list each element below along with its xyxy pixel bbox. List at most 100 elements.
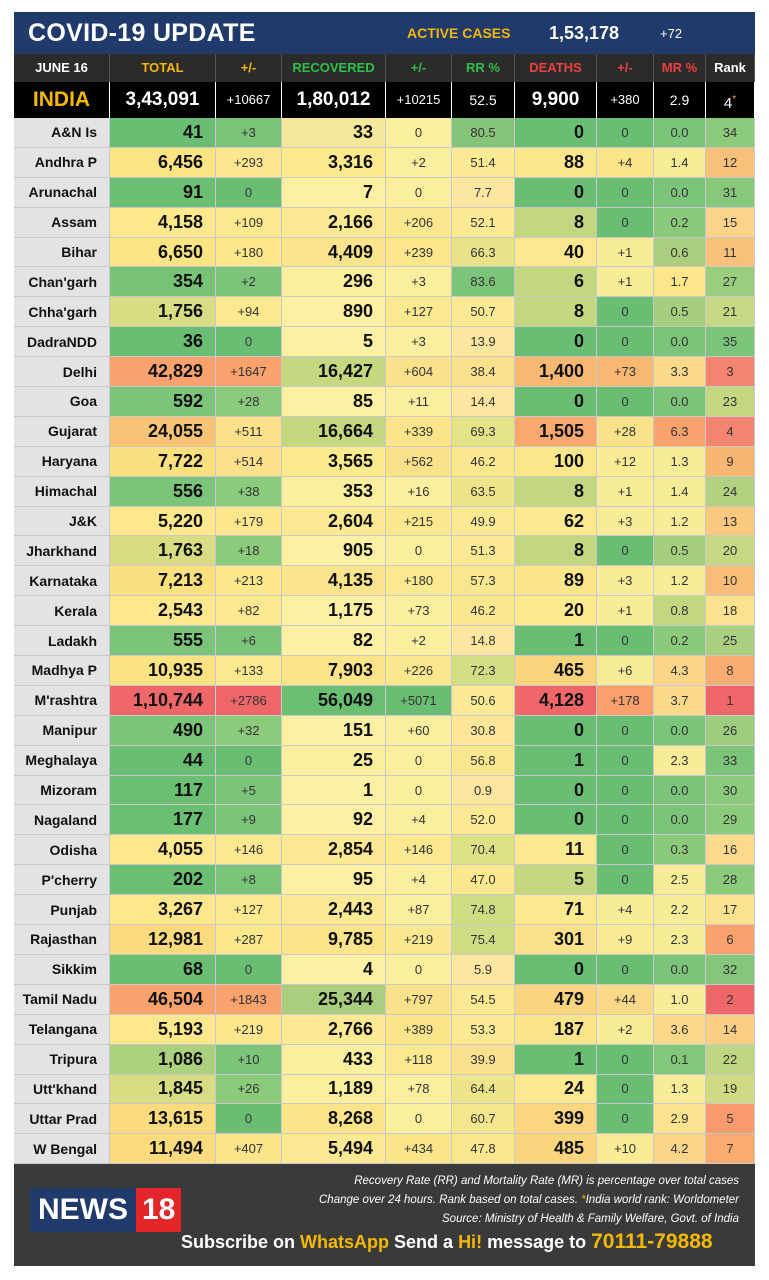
cell-total-change: +146 [216, 835, 282, 865]
cell-rank: 11 [706, 237, 755, 267]
cell-rank: 26 [706, 715, 755, 745]
table-row: Sikkim 68 0 4 0 5.9 0 0 0.0 32 [14, 954, 755, 985]
table-row: Mizoram 117 +5 1 0 0.9 0 0 0.0 30 [14, 775, 755, 806]
cell-total-change: 0 [216, 745, 282, 775]
cell-deaths: 8 [515, 536, 597, 566]
cell-mr: 0.0 [654, 387, 706, 416]
state-name: Ladakh [14, 626, 110, 656]
cell-deaths: 1,400 [515, 357, 597, 387]
table-row: DadraNDD 36 0 5 +3 13.9 0 0 0.0 35 [14, 327, 755, 358]
cell-deaths: 1 [515, 745, 597, 775]
cell-rank: 31 [706, 177, 755, 207]
state-name: Goa [14, 387, 110, 416]
col-header-recovered-change: +/- [386, 54, 452, 82]
state-name: Odisha [14, 835, 110, 865]
cell-rr: 70.4 [452, 835, 515, 865]
cell-mr: 2.9 [654, 1104, 706, 1134]
cell-deaths-change: +28 [597, 416, 654, 446]
cell-recovered-change: +219 [386, 925, 452, 954]
column-header-row: JUNE 16 TOTAL +/- RECOVERED +/- RR % DEA… [14, 54, 755, 82]
cell-rank: 7 [706, 1134, 755, 1164]
table-row: Assam 4,158 +109 2,166 +206 52.1 8 0 0.2 15 [14, 207, 755, 238]
cell-recovered: 4,409 [282, 237, 386, 267]
cell-recovered-change: +797 [386, 984, 452, 1014]
table-row: Uttar Prad 13,615 0 8,268 0 60.7 399 0 2.9 5 [14, 1104, 755, 1135]
state-name: Chan'garh [14, 267, 110, 297]
cell-rr: 47.0 [452, 865, 515, 895]
covid-update-card: COVID-19 UPDATE ACTIVE CASES 1,53,178 +7… [14, 12, 755, 1266]
cell-mr: 0.0 [654, 954, 706, 984]
cell-rank: 30 [706, 775, 755, 805]
cell-recovered: 2,854 [282, 835, 386, 865]
state-name: Mizoram [14, 775, 110, 805]
cell-total-change: +3 [216, 118, 282, 147]
cell-total-change: +1843 [216, 984, 282, 1014]
india-rank: 4* [706, 82, 755, 118]
cell-recovered: 4 [282, 954, 386, 984]
table-row: Arunachal 91 0 7 0 7.7 0 0 0.0 31 [14, 177, 755, 208]
cell-deaths-change: 0 [597, 954, 654, 984]
cell-total-change: 0 [216, 954, 282, 984]
cell-deaths-change: +178 [597, 685, 654, 715]
cell-recovered-change: 0 [386, 536, 452, 566]
state-name: Manipur [14, 715, 110, 745]
cell-deaths: 0 [515, 327, 597, 357]
state-name: DadraNDD [14, 327, 110, 357]
cell-recovered-change: +2 [386, 626, 452, 656]
cell-recovered-change: 0 [386, 177, 452, 207]
cell-deaths-change: +2 [597, 1014, 654, 1044]
cell-deaths: 0 [515, 805, 597, 835]
india-total: 3,43,091 [110, 82, 216, 118]
cell-rr: 64.4 [452, 1074, 515, 1104]
table-row: Andhra P 6,456 +293 3,316 +2 51.4 88 +4 1.4 12 [14, 147, 755, 178]
cell-total: 46,504 [110, 984, 216, 1014]
india-rr: 52.5 [452, 82, 515, 118]
table-row: Ladakh 555 +6 82 +2 14.8 1 0 0.2 25 [14, 626, 755, 657]
cell-mr: 0.5 [654, 536, 706, 566]
state-name: J&K [14, 506, 110, 536]
india-mr: 2.9 [654, 82, 706, 118]
cell-recovered-change: +434 [386, 1134, 452, 1164]
state-name: Assam [14, 207, 110, 237]
cell-rr: 30.8 [452, 715, 515, 745]
cell-deaths: 40 [515, 237, 597, 267]
col-header-rr: RR % [452, 54, 515, 82]
cell-rank: 20 [706, 536, 755, 566]
cell-rank: 6 [706, 925, 755, 954]
cell-recovered: 5,494 [282, 1134, 386, 1164]
cell-deaths-change: 0 [597, 1044, 654, 1074]
cell-mr: 1.0 [654, 984, 706, 1014]
table-row: Tripura 1,086 +10 433 +118 39.9 1 0 0.1 22 [14, 1044, 755, 1075]
cell-recovered: 905 [282, 536, 386, 566]
cell-recovered-change: +60 [386, 715, 452, 745]
footer-note-rank: Change over 24 hours. Rank based on tota… [319, 1194, 739, 1206]
cell-recovered-change: +4 [386, 805, 452, 835]
cell-total-change: +94 [216, 297, 282, 327]
cell-rr: 56.8 [452, 745, 515, 775]
cell-recovered-change: +4 [386, 865, 452, 895]
cell-mr: 2.5 [654, 865, 706, 895]
cell-total-change: +133 [216, 656, 282, 685]
cell-total-change: +5 [216, 775, 282, 805]
state-name: Tripura [14, 1044, 110, 1074]
cell-deaths-change: +73 [597, 357, 654, 387]
cell-rr: 50.7 [452, 297, 515, 327]
cell-deaths: 1 [515, 1044, 597, 1074]
active-cases-value: 1,53,178 [549, 23, 620, 43]
india-rank-value: 4 [723, 95, 733, 112]
state-name: Andhra P [14, 147, 110, 177]
cell-total-change: +9 [216, 805, 282, 835]
cell-rank: 18 [706, 596, 755, 626]
table-row: Odisha 4,055 +146 2,854 +146 70.4 11 0 0.3 16 [14, 835, 755, 866]
cell-deaths: 399 [515, 1104, 597, 1134]
cell-recovered-change: 0 [386, 745, 452, 775]
cell-total-change: +26 [216, 1074, 282, 1104]
cell-rank: 21 [706, 297, 755, 327]
cell-total: 592 [110, 387, 216, 416]
cell-rr: 74.8 [452, 895, 515, 925]
state-name: Sikkim [14, 954, 110, 984]
state-name: Himachal [14, 476, 110, 506]
cell-rr: 69.3 [452, 416, 515, 446]
cell-mr: 0.1 [654, 1044, 706, 1074]
cell-rr: 60.7 [452, 1104, 515, 1134]
